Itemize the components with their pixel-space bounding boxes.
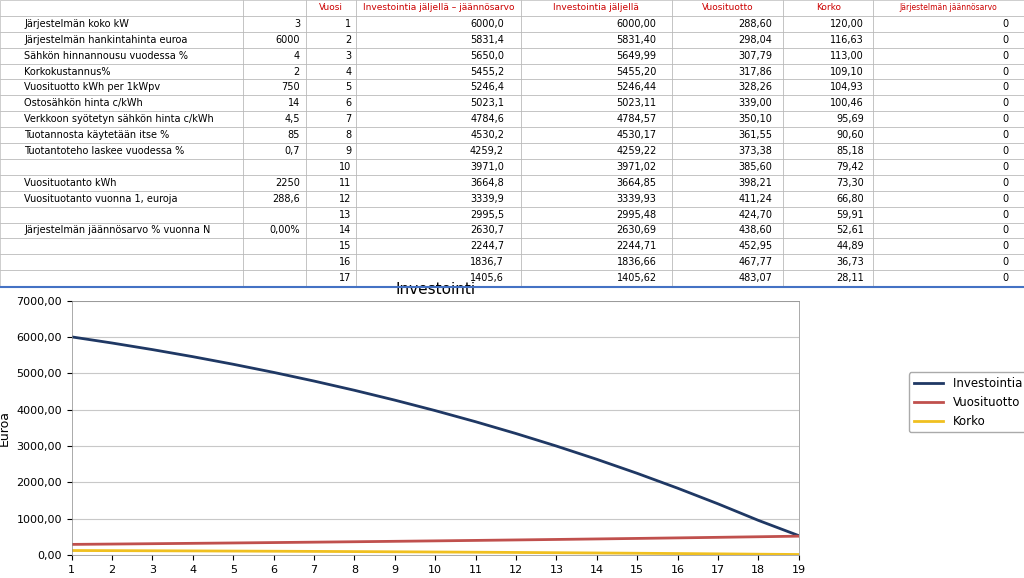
Vuosituotto: [712, 534, 724, 541]
Line: Korko: Korko: [72, 550, 799, 554]
Investointia jäljellä: [591, 456, 603, 463]
Investointia jäljellä: [186, 353, 199, 360]
Vuosituotto: [105, 540, 118, 547]
Vuosituotto: [267, 539, 280, 546]
Investointia jäljellä: [389, 397, 401, 403]
Vuosituotto: [550, 536, 562, 543]
Vuosituotto: [510, 536, 522, 543]
Vuosituotto: [753, 533, 765, 540]
Vuosituotto: [672, 535, 684, 542]
Investointia jäljellä: [550, 443, 562, 450]
Investointia jäljellä: [146, 346, 159, 353]
Y-axis label: Euroa: Euroa: [0, 410, 11, 446]
Korko: [631, 550, 643, 557]
Korko: [146, 547, 159, 554]
Korko: [469, 549, 481, 555]
Korko: [389, 549, 401, 555]
Vuosituotto: [389, 538, 401, 545]
Line: Investointia jäljellä: Investointia jäljellä: [72, 337, 799, 536]
Korko: [66, 547, 78, 554]
Vuosituotto: [146, 540, 159, 547]
Vuosituotto: [227, 539, 240, 546]
Investointia jäljellä: [510, 430, 522, 437]
Investointia jäljellä: [469, 418, 481, 425]
Korko: [672, 550, 684, 557]
Vuosituotto: [308, 539, 321, 546]
Investointia jäljellä: [712, 501, 724, 507]
Korko: [591, 550, 603, 557]
Vuosituotto: [66, 541, 78, 548]
Legend: Investointia jäljellä, Vuosituotto, Korko: Investointia jäljellä, Vuosituotto, Kork…: [909, 372, 1024, 432]
Korko: [753, 551, 765, 558]
Line: Vuosituotto: Vuosituotto: [72, 536, 799, 544]
Vuosituotto: [186, 540, 199, 547]
Korko: [348, 548, 360, 555]
Title: Investointi: Investointi: [395, 281, 475, 297]
Investointia jäljellä: [66, 334, 78, 340]
Korko: [429, 549, 441, 555]
Korko: [105, 547, 118, 554]
Investointia jäljellä: [105, 339, 118, 346]
Korko: [227, 547, 240, 554]
Korko: [267, 548, 280, 555]
Investointia jäljellä: [631, 470, 643, 477]
Vuosituotto: [631, 535, 643, 542]
Korko: [550, 549, 562, 556]
Investointia jäljellä: [672, 485, 684, 492]
Vuosituotto: [793, 533, 805, 540]
Investointia jäljellä: [429, 407, 441, 414]
Korko: [308, 548, 321, 555]
Investointia jäljellä: [267, 369, 280, 376]
Vuosituotto: [429, 538, 441, 544]
Vuosituotto: [591, 535, 603, 542]
Korko: [186, 547, 199, 554]
Vuosituotto: [348, 538, 360, 545]
Korko: [793, 551, 805, 558]
Korko: [712, 550, 724, 557]
Vuosituotto: [469, 537, 481, 544]
Investointia jäljellä: [793, 532, 805, 539]
Investointia jäljellä: [348, 387, 360, 394]
Investointia jäljellä: [308, 377, 321, 384]
Investointia jäljellä: [227, 361, 240, 368]
Investointia jäljellä: [753, 517, 765, 524]
Korko: [510, 549, 522, 556]
